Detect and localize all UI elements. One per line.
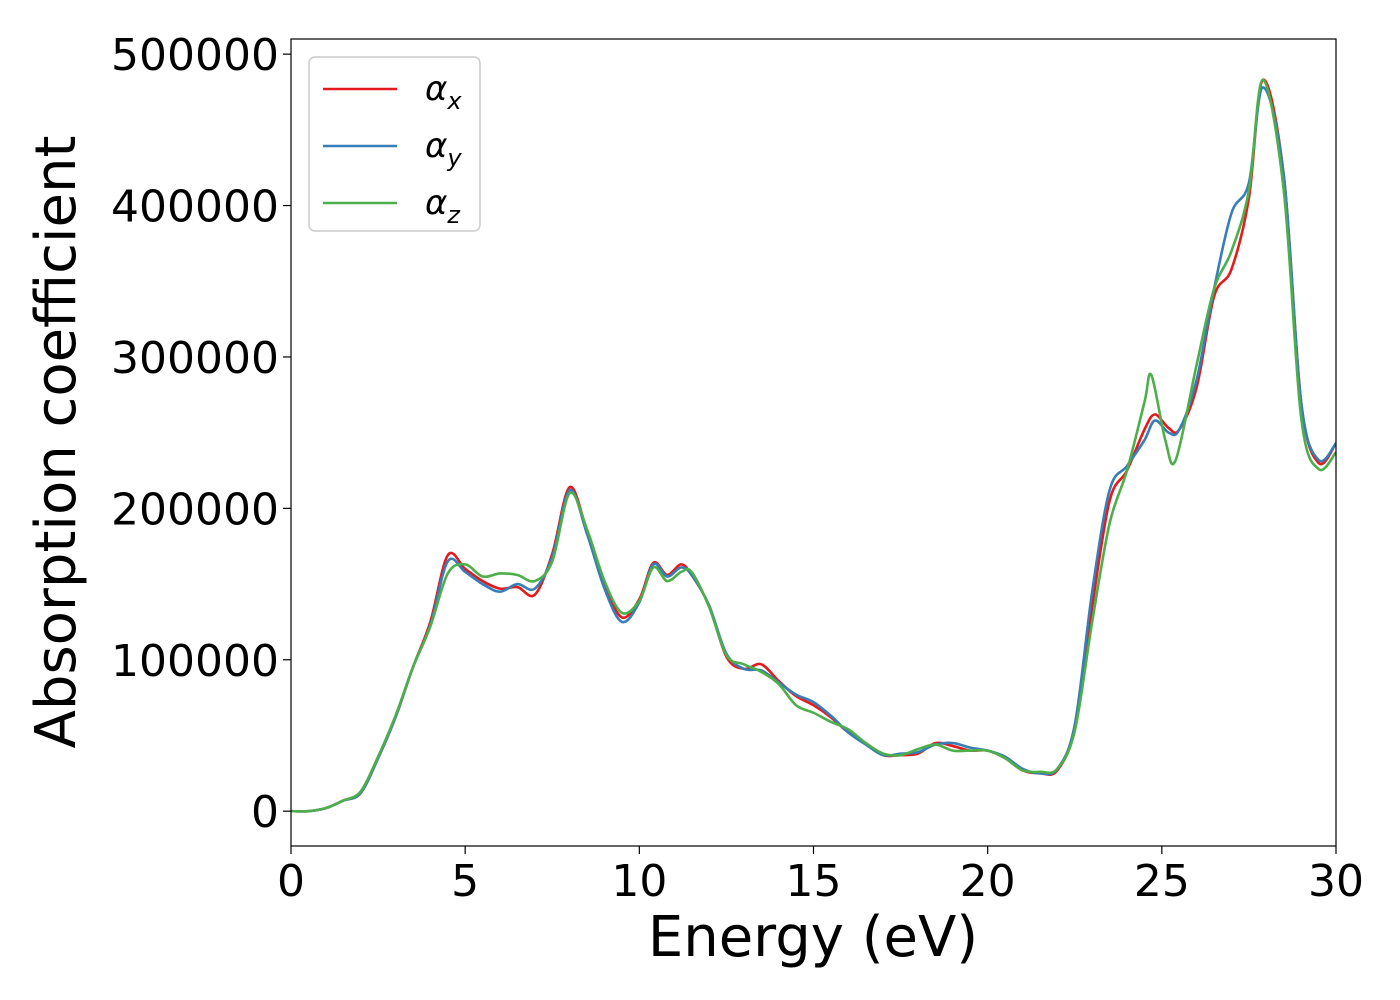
y-tick-label: 400000: [111, 182, 279, 233]
x-tick-label: 10: [611, 856, 667, 907]
y-tick-label: 100000: [111, 636, 279, 687]
x-tick-label: 15: [786, 856, 842, 907]
series-line-alpha-y: [291, 86, 1336, 813]
legend: αx αy αz: [308, 56, 481, 232]
y-tick-label: 500000: [111, 30, 279, 81]
x-tick-label: 30: [1308, 856, 1364, 907]
series-line-alpha-z: [291, 78, 1336, 813]
x-axis-title: Energy (eV): [648, 905, 978, 970]
y-tick-label: 0: [251, 787, 279, 838]
legend-box: [308, 56, 481, 232]
x-tick-label: 5: [451, 856, 479, 907]
plot-area: [291, 78, 1336, 813]
x-tick-label: 25: [1134, 856, 1190, 907]
x-tick-label: 0: [277, 856, 305, 907]
y-axis-title: Absorption coefficient: [24, 136, 89, 749]
legend-label-alpha-y: αy: [425, 126, 462, 172]
x-axis: 0 5 10 15 20 25 30: [277, 846, 1364, 907]
legend-label-alpha-z: αz: [425, 183, 461, 229]
x-tick-label: 20: [960, 856, 1016, 907]
y-tick-label: 200000: [111, 484, 279, 535]
y-tick-label: 300000: [111, 333, 279, 384]
legend-label-alpha-x: αx: [425, 69, 462, 115]
y-axis: 0 100000 200000 300000 400000 500000: [111, 30, 291, 838]
